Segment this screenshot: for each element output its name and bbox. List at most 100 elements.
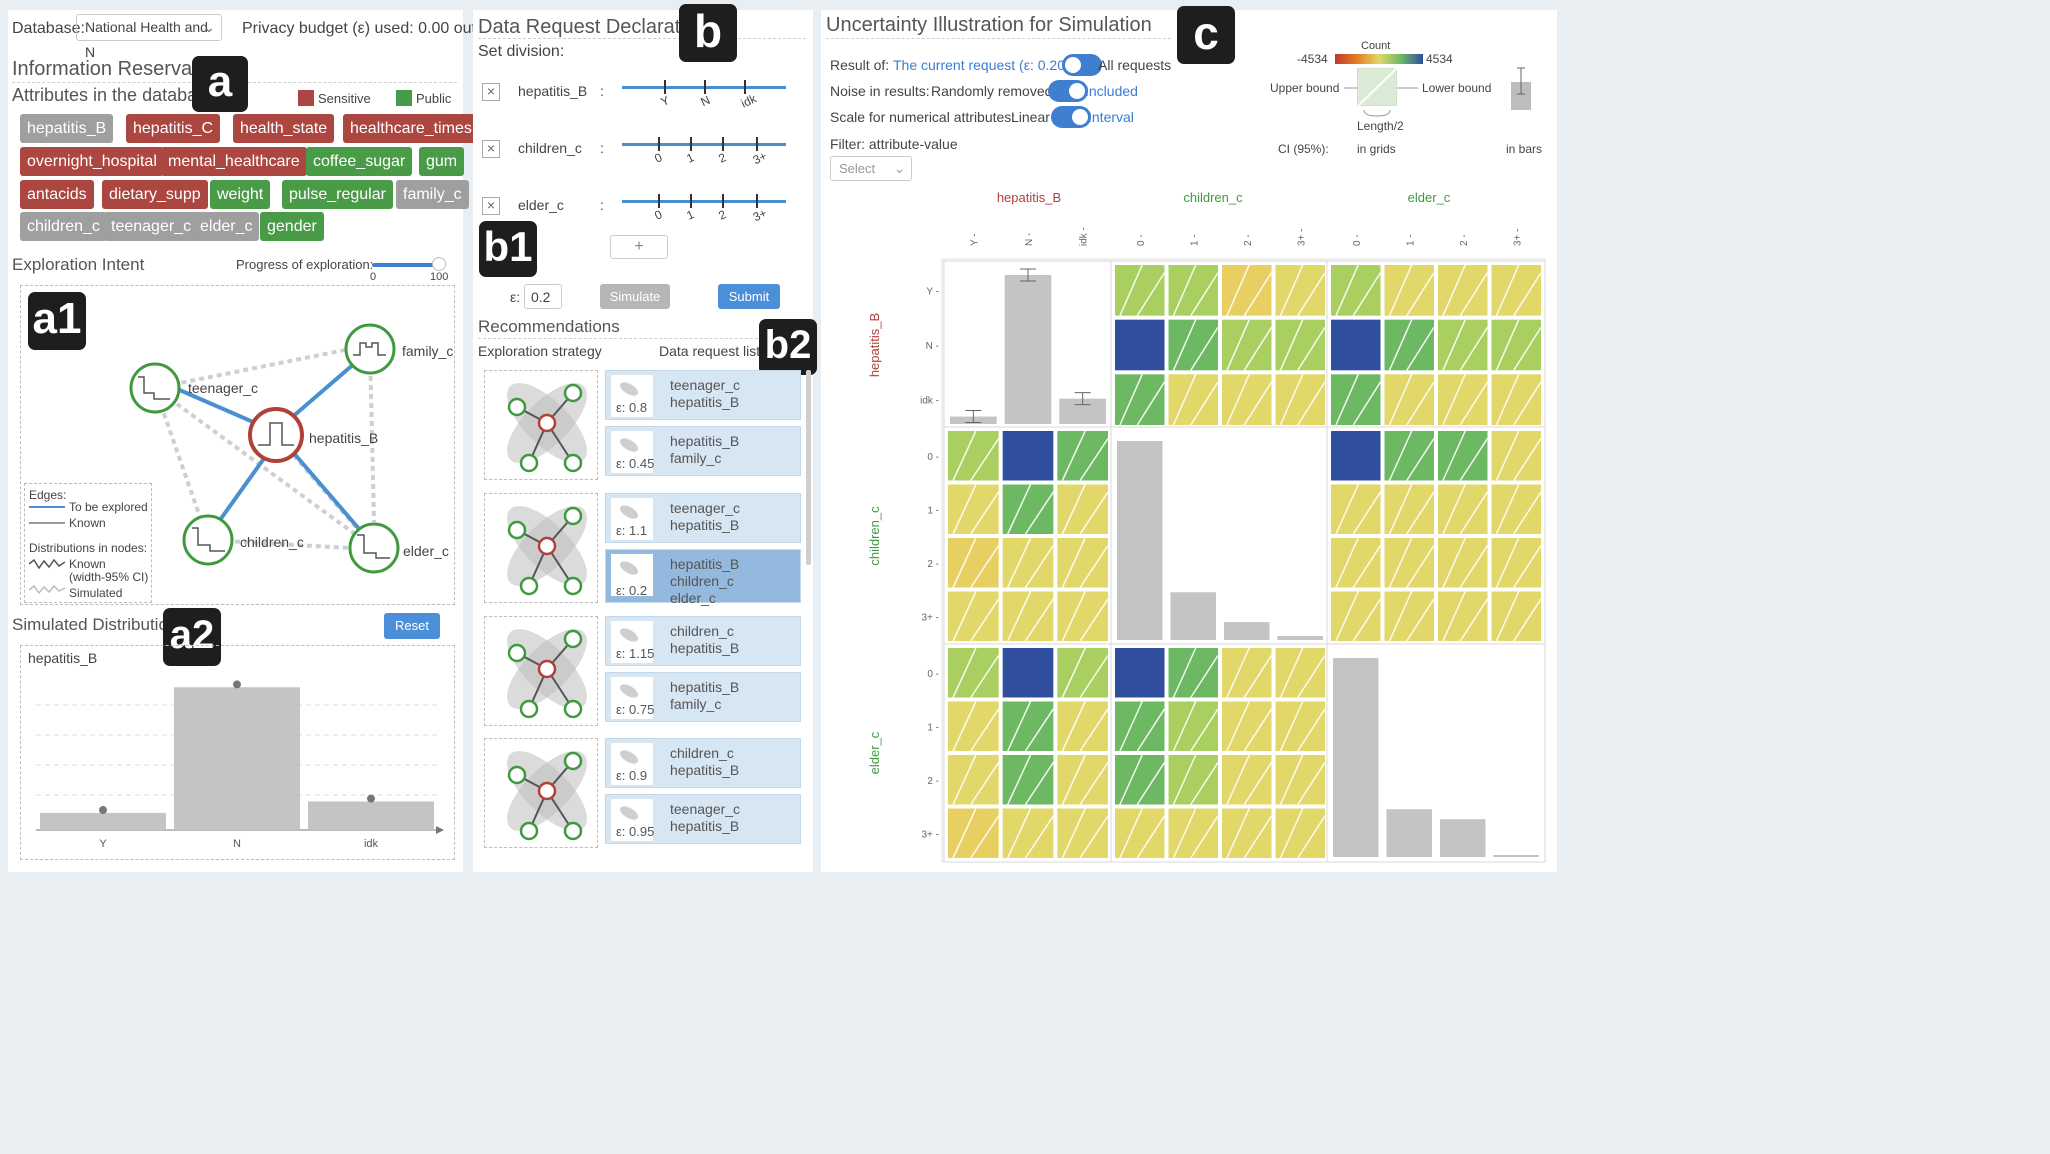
request-attribute: hepatitis_B: [670, 679, 740, 695]
attribute-tag[interactable]: hepatitis_B: [20, 114, 114, 143]
scale-interval-option[interactable]: Interval: [1088, 109, 1134, 125]
ci-line: [1335, 484, 1359, 535]
remove-row-icon[interactable]: ×: [482, 197, 500, 215]
division-tick[interactable]: [704, 80, 706, 94]
ci-line: [1352, 491, 1382, 535]
grid-cell: [948, 648, 999, 698]
attribute-tag[interactable]: gender: [260, 212, 324, 241]
submit-button[interactable]: Submit: [718, 284, 780, 309]
division-tick[interactable]: [756, 194, 758, 208]
column-tick-label: 0 -: [1352, 234, 1363, 246]
grid-cell: [1115, 648, 1165, 698]
attribute-tag[interactable]: mental_healthcare: [161, 147, 307, 176]
current-request-option[interactable]: The current request (ε: 0.20): [893, 57, 1070, 73]
progress-slider[interactable]: [372, 257, 446, 271]
attribute-tag[interactable]: dietary_supp: [102, 180, 208, 209]
attribute-tag[interactable]: family_c: [396, 180, 469, 209]
attribute-tag[interactable]: teenager_c: [104, 212, 199, 241]
node-teenager: [129, 362, 181, 414]
division-tick[interactable]: [690, 137, 692, 151]
request-attribute: hepatitis_B: [670, 433, 740, 449]
add-division-button[interactable]: +: [610, 235, 668, 259]
grid-cell: [1491, 265, 1541, 316]
division-tick[interactable]: [756, 137, 758, 151]
division-tick[interactable]: [722, 137, 724, 151]
noise-toggle[interactable]: [1048, 80, 1088, 102]
remove-row-icon[interactable]: ×: [482, 140, 500, 158]
recommendations-title: Recommendations: [478, 317, 620, 336]
eps-input[interactable]: [524, 284, 562, 309]
attribute-tag[interactable]: healthcare_times: [343, 114, 479, 143]
result-toggle[interactable]: [1062, 54, 1102, 76]
scale-toggle[interactable]: [1051, 106, 1091, 128]
division-axis[interactable]: [622, 143, 786, 146]
attribute-tag[interactable]: weight: [210, 180, 271, 209]
strategy-glyph[interactable]: [484, 616, 598, 726]
reset-button[interactable]: Reset: [384, 613, 440, 639]
legend-public: Public: [416, 91, 452, 106]
data-request-item[interactable]: children_c hepatitis_B ε: 0.9: [605, 738, 801, 788]
simdist-box: [20, 645, 455, 860]
division-attr-name: hepatitis_B: [518, 83, 588, 99]
ci-line: [1352, 381, 1382, 426]
attribute-tag[interactable]: gum: [419, 147, 465, 176]
attribute-tag[interactable]: pulse_regular: [282, 180, 393, 209]
data-request-item[interactable]: teenager_c hepatitis_B ε: 0.95: [605, 794, 801, 844]
ci-line: [952, 647, 977, 698]
grid-cell: [948, 431, 999, 481]
request-epsilon: ε: 1.15: [616, 646, 655, 661]
ci-line: [970, 708, 1000, 752]
grid-cell: [1384, 538, 1434, 588]
data-request-item[interactable]: hepatitis_B children_c elder_c ε: 0.2: [605, 549, 801, 606]
division-axis[interactable]: [622, 200, 786, 203]
ci-line: [952, 701, 977, 752]
grid-cell: [1275, 755, 1325, 805]
data-request-item[interactable]: children_c hepatitis_B ε: 1.15: [605, 616, 801, 666]
attribute-tag[interactable]: children_c: [20, 212, 107, 241]
ci-line: [970, 655, 1000, 698]
ci-line: [1279, 808, 1304, 859]
legend-dist: Distributions in nodes:: [29, 541, 148, 555]
data-request-item[interactable]: teenager_c hepatitis_B ε: 1.1: [605, 493, 801, 543]
ci-line: [1442, 537, 1466, 588]
ci-line: [1172, 647, 1197, 698]
strategy-glyph[interactable]: [484, 370, 598, 480]
remove-row-icon[interactable]: ×: [482, 83, 500, 101]
rec-scrollbar[interactable]: [806, 370, 811, 565]
scale-linear-option[interactable]: Linear: [1011, 109, 1050, 125]
noise-included-option[interactable]: Included: [1085, 83, 1138, 99]
ci-line: [1119, 264, 1143, 316]
strategy-glyph[interactable]: [484, 738, 598, 848]
database-select[interactable]: National Health and N ⌄: [76, 14, 222, 60]
attribute-tag[interactable]: antacids: [20, 180, 94, 209]
attribute-tag[interactable]: overnight_hospital: [20, 147, 164, 176]
division-tick[interactable]: [658, 194, 660, 208]
ci-line: [1079, 438, 1109, 481]
grid-cell: [1275, 701, 1325, 751]
strategy-glyph[interactable]: [484, 493, 598, 603]
attribute-tag[interactable]: hepatitis_C: [126, 114, 221, 143]
attribute-tag[interactable]: coffee_sugar: [306, 147, 413, 176]
ci-line: [1459, 326, 1489, 371]
grid-cell: [1438, 484, 1488, 534]
division-tick[interactable]: [664, 80, 666, 94]
noise-removed-option[interactable]: Randomly removed: [931, 83, 1053, 99]
request-distribution-icon: [611, 498, 653, 540]
division-tick[interactable]: [722, 194, 724, 208]
division-tick[interactable]: [744, 80, 746, 94]
simulate-button[interactable]: Simulate: [600, 284, 670, 309]
data-request-item[interactable]: teenager_c hepatitis_B ε: 0.8: [605, 370, 801, 420]
histogram-bar: [1277, 636, 1323, 640]
reservation-title: Information Reservation: [12, 58, 225, 80]
filter-select[interactable]: Select ⌄: [830, 156, 912, 181]
attribute-tag[interactable]: elder_c: [193, 212, 260, 241]
data-request-item[interactable]: hepatitis_B family_c ε: 0.45: [605, 426, 801, 476]
division-tick[interactable]: [658, 137, 660, 151]
all-requests-option[interactable]: All requests: [1098, 57, 1172, 73]
data-request-item[interactable]: hepatitis_B family_c ε: 0.75: [605, 672, 801, 722]
legend-dist-sim: Simulated: [69, 586, 123, 600]
division-tick[interactable]: [690, 194, 692, 208]
attribute-tag[interactable]: health_state: [233, 114, 335, 143]
ci-line: [1513, 272, 1542, 317]
progress-thumb[interactable]: [432, 257, 446, 271]
